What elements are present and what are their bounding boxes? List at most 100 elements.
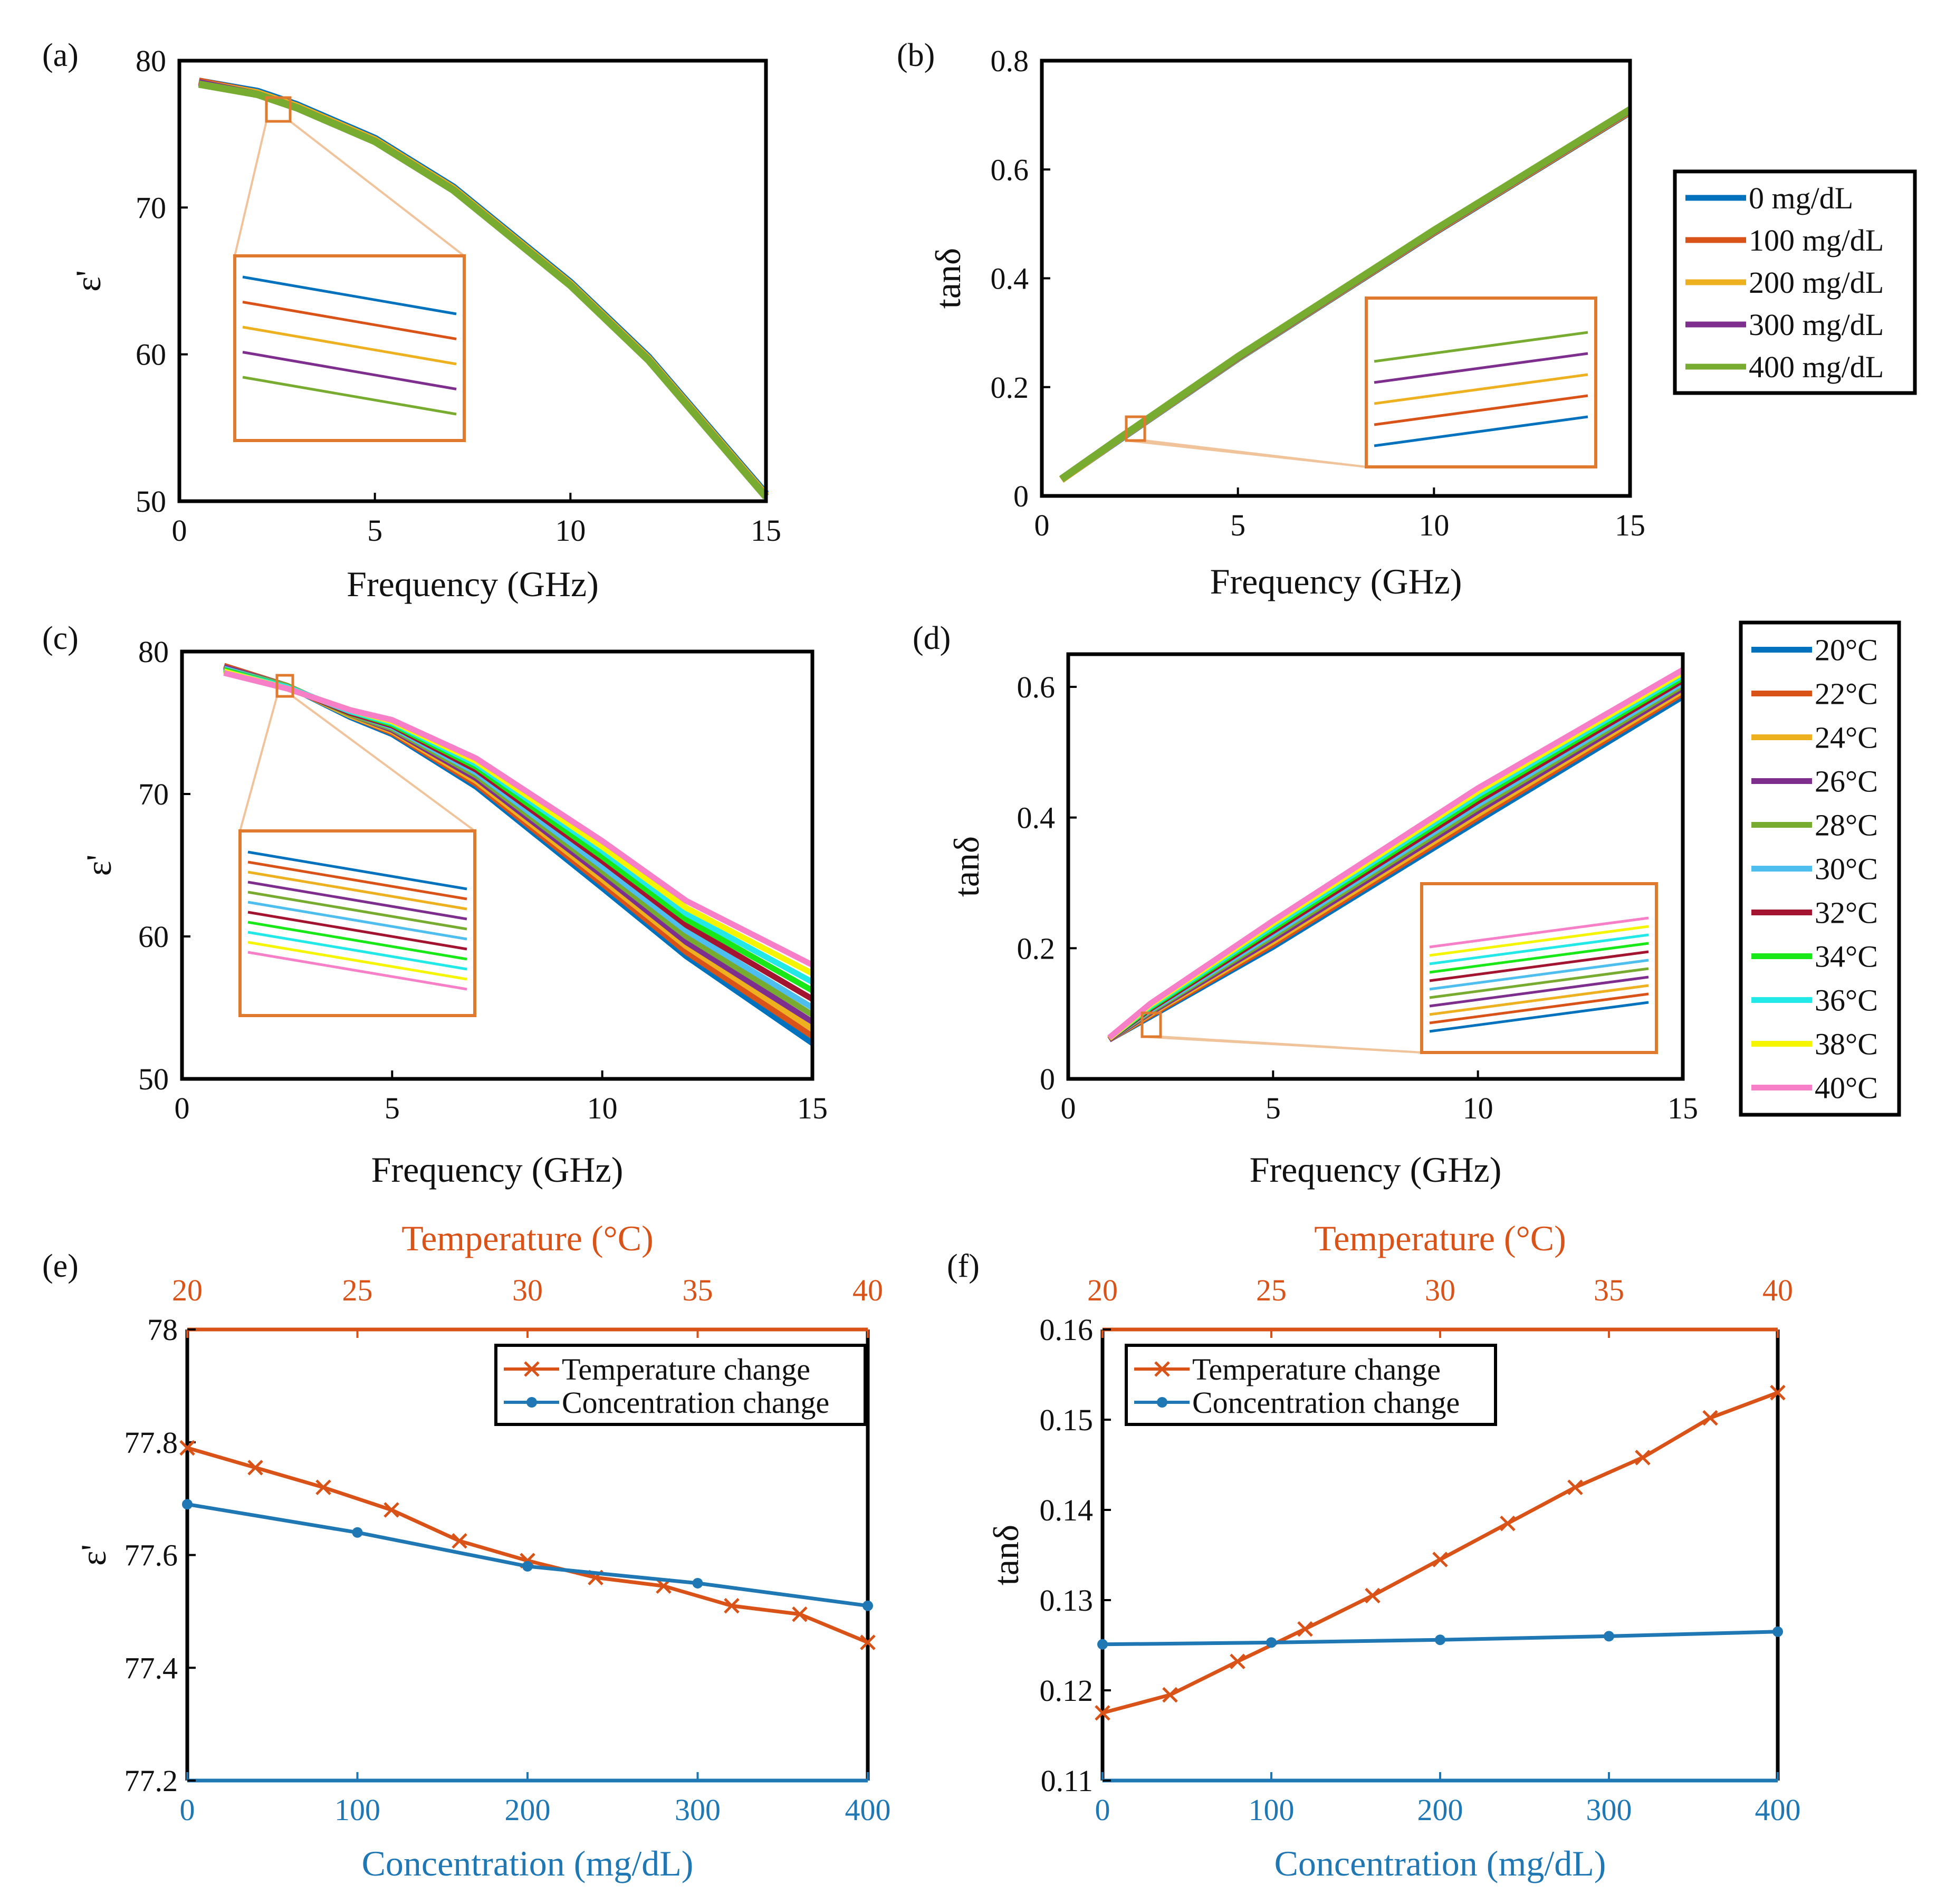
x-tick-label: 0 xyxy=(1061,1091,1076,1125)
zoom-series-line xyxy=(242,301,457,340)
zoom-connector xyxy=(239,696,278,831)
y-tick-label: 0.14 xyxy=(1040,1493,1094,1527)
legend-label: 100 mg/dL xyxy=(1749,223,1884,257)
panel-label: (f) xyxy=(947,1248,980,1284)
legend-label: 24°C xyxy=(1815,721,1878,755)
y-axis-label: ε' xyxy=(73,1544,113,1566)
plot-frame xyxy=(177,59,768,503)
zoom-series-line xyxy=(242,351,457,390)
x-tick-label: 5 xyxy=(385,1091,400,1125)
temperature-point xyxy=(1635,1450,1651,1466)
bottom-axis-label: Concentration (mg/dL) xyxy=(362,1843,694,1883)
legend-marker-concentration xyxy=(1157,1397,1167,1408)
concentration-point xyxy=(692,1577,703,1589)
y-tick-label: 70 xyxy=(136,190,166,225)
zoom-series-line xyxy=(247,911,467,951)
panel-f: 20 25 30 35 400 100 200 300 4000.110.120.130.140… xyxy=(947,1218,1801,1883)
panel-label: (e) xyxy=(42,1248,79,1284)
zoom-series-line xyxy=(242,326,457,366)
top-tick-label: 30 xyxy=(1425,1273,1455,1307)
zoom-series-line xyxy=(242,376,457,416)
concentration-point xyxy=(1604,1631,1614,1642)
series-line-400 mg/dL xyxy=(1059,106,1632,482)
concentration-point xyxy=(182,1499,193,1510)
zoom-series-line xyxy=(1374,331,1588,363)
legend-label: 30°C xyxy=(1815,852,1878,886)
legend-label-concentration: Concentration change xyxy=(562,1385,829,1420)
legend-label-temperature: Temperature change xyxy=(562,1352,810,1386)
y-tick-label: 60 xyxy=(136,338,166,372)
concentration-point xyxy=(1097,1639,1108,1650)
x-tick-label: 5 xyxy=(1230,508,1245,542)
concentration-point xyxy=(352,1527,363,1538)
x-tick-label: 15 xyxy=(1615,508,1645,542)
top-tick-label: 40 xyxy=(852,1273,883,1307)
zoom-connector xyxy=(1144,439,1367,468)
panel-e: 20 25 30 35 400 100 200 300 40077.277.477.677.87… xyxy=(42,1218,891,1883)
y-tick-label: 80 xyxy=(136,44,166,78)
y-tick-label: 77.2 xyxy=(124,1764,178,1798)
zoom-source-box xyxy=(1125,415,1146,442)
y-tick-label: 50 xyxy=(138,1062,169,1096)
legend-label-concentration: Concentration change xyxy=(1192,1385,1460,1420)
x-tick-label: 5 xyxy=(1266,1091,1281,1125)
y-tick-label: 60 xyxy=(138,920,169,954)
panel-b: 0 5 10 15 0 0.2 0.4 0.6 0.8 Frequency (GHz) tanδ (b… xyxy=(897,37,1645,601)
y-tick-label: 77.4 xyxy=(124,1651,178,1685)
temperature-point xyxy=(1432,1552,1448,1567)
temperature-point xyxy=(247,1460,263,1476)
x-tick-label: 10 xyxy=(1419,508,1449,542)
y-tick-label: 0.11 xyxy=(1041,1764,1093,1798)
y-tick-label: 70 xyxy=(138,777,169,811)
top-tick-label: 20 xyxy=(1087,1273,1118,1307)
concentration-point xyxy=(1772,1626,1783,1637)
y-axis-label: tanδ xyxy=(946,836,986,897)
zoom-series-line xyxy=(1374,394,1588,426)
zoom-series-line xyxy=(1429,950,1649,982)
zoom-connector xyxy=(289,120,465,257)
legend-concentration: 0 mg/dL 100 mg/dL 200 mg/dL 300 mg/dL 400 mg… xyxy=(1673,169,1917,395)
y-tick-label: 0.2 xyxy=(991,370,1029,405)
temperature-point xyxy=(1567,1479,1583,1496)
concentration-point xyxy=(1266,1637,1277,1648)
zoom-series-line xyxy=(1429,1001,1649,1033)
zoom-series-line xyxy=(1374,415,1588,447)
bottom-tick-label: 100 xyxy=(334,1793,380,1827)
x-tick-label: 0 xyxy=(172,513,187,548)
series-line-40°C xyxy=(223,670,814,968)
legend-box xyxy=(1125,1344,1497,1426)
zoom-series-line xyxy=(1429,959,1649,991)
legend-label: 400 mg/dL xyxy=(1749,350,1884,384)
x-tick-label: 15 xyxy=(797,1091,828,1125)
legend-label-temperature: Temperature change xyxy=(1192,1352,1441,1386)
concentration-line xyxy=(187,1502,868,1608)
legend-label: 22°C xyxy=(1815,677,1878,711)
zoom-series-line xyxy=(247,901,467,941)
y-tick-label: 0.16 xyxy=(1040,1313,1094,1347)
temperature-point xyxy=(1702,1410,1718,1426)
x-tick-label: 15 xyxy=(1667,1091,1698,1125)
y-tick-label: 50 xyxy=(136,484,166,519)
y-axis-label: ε' xyxy=(68,270,108,292)
top-tick-label: 20 xyxy=(172,1273,203,1307)
zoom-source-box xyxy=(265,96,292,123)
bottom-axis-label: Concentration (mg/dL) xyxy=(1274,1843,1606,1883)
zoom-connector xyxy=(292,695,476,832)
x-axis-label: Frequency (GHz) xyxy=(1210,561,1462,601)
y-axis-label: tanδ xyxy=(928,248,968,309)
y-tick-label: 80 xyxy=(138,635,169,669)
y-tick-label: 0.6 xyxy=(991,152,1029,187)
concentration-point xyxy=(862,1600,873,1611)
zoom-series-line xyxy=(1429,984,1649,1016)
x-axis-label: Frequency (GHz) xyxy=(1250,1150,1502,1190)
legend-label: 200 mg/dL xyxy=(1749,265,1884,300)
temperature-point xyxy=(1162,1687,1178,1703)
y-tick-label: 0.8 xyxy=(991,44,1029,78)
top-axis-label: Temperature (°C) xyxy=(401,1218,653,1258)
temperature-point xyxy=(724,1597,740,1614)
bottom-tick-label: 400 xyxy=(845,1793,891,1827)
y-tick-label: 0.4 xyxy=(991,262,1029,296)
top-tick-label: 35 xyxy=(1594,1273,1624,1307)
y-tick-label: 0 xyxy=(1040,1062,1055,1096)
